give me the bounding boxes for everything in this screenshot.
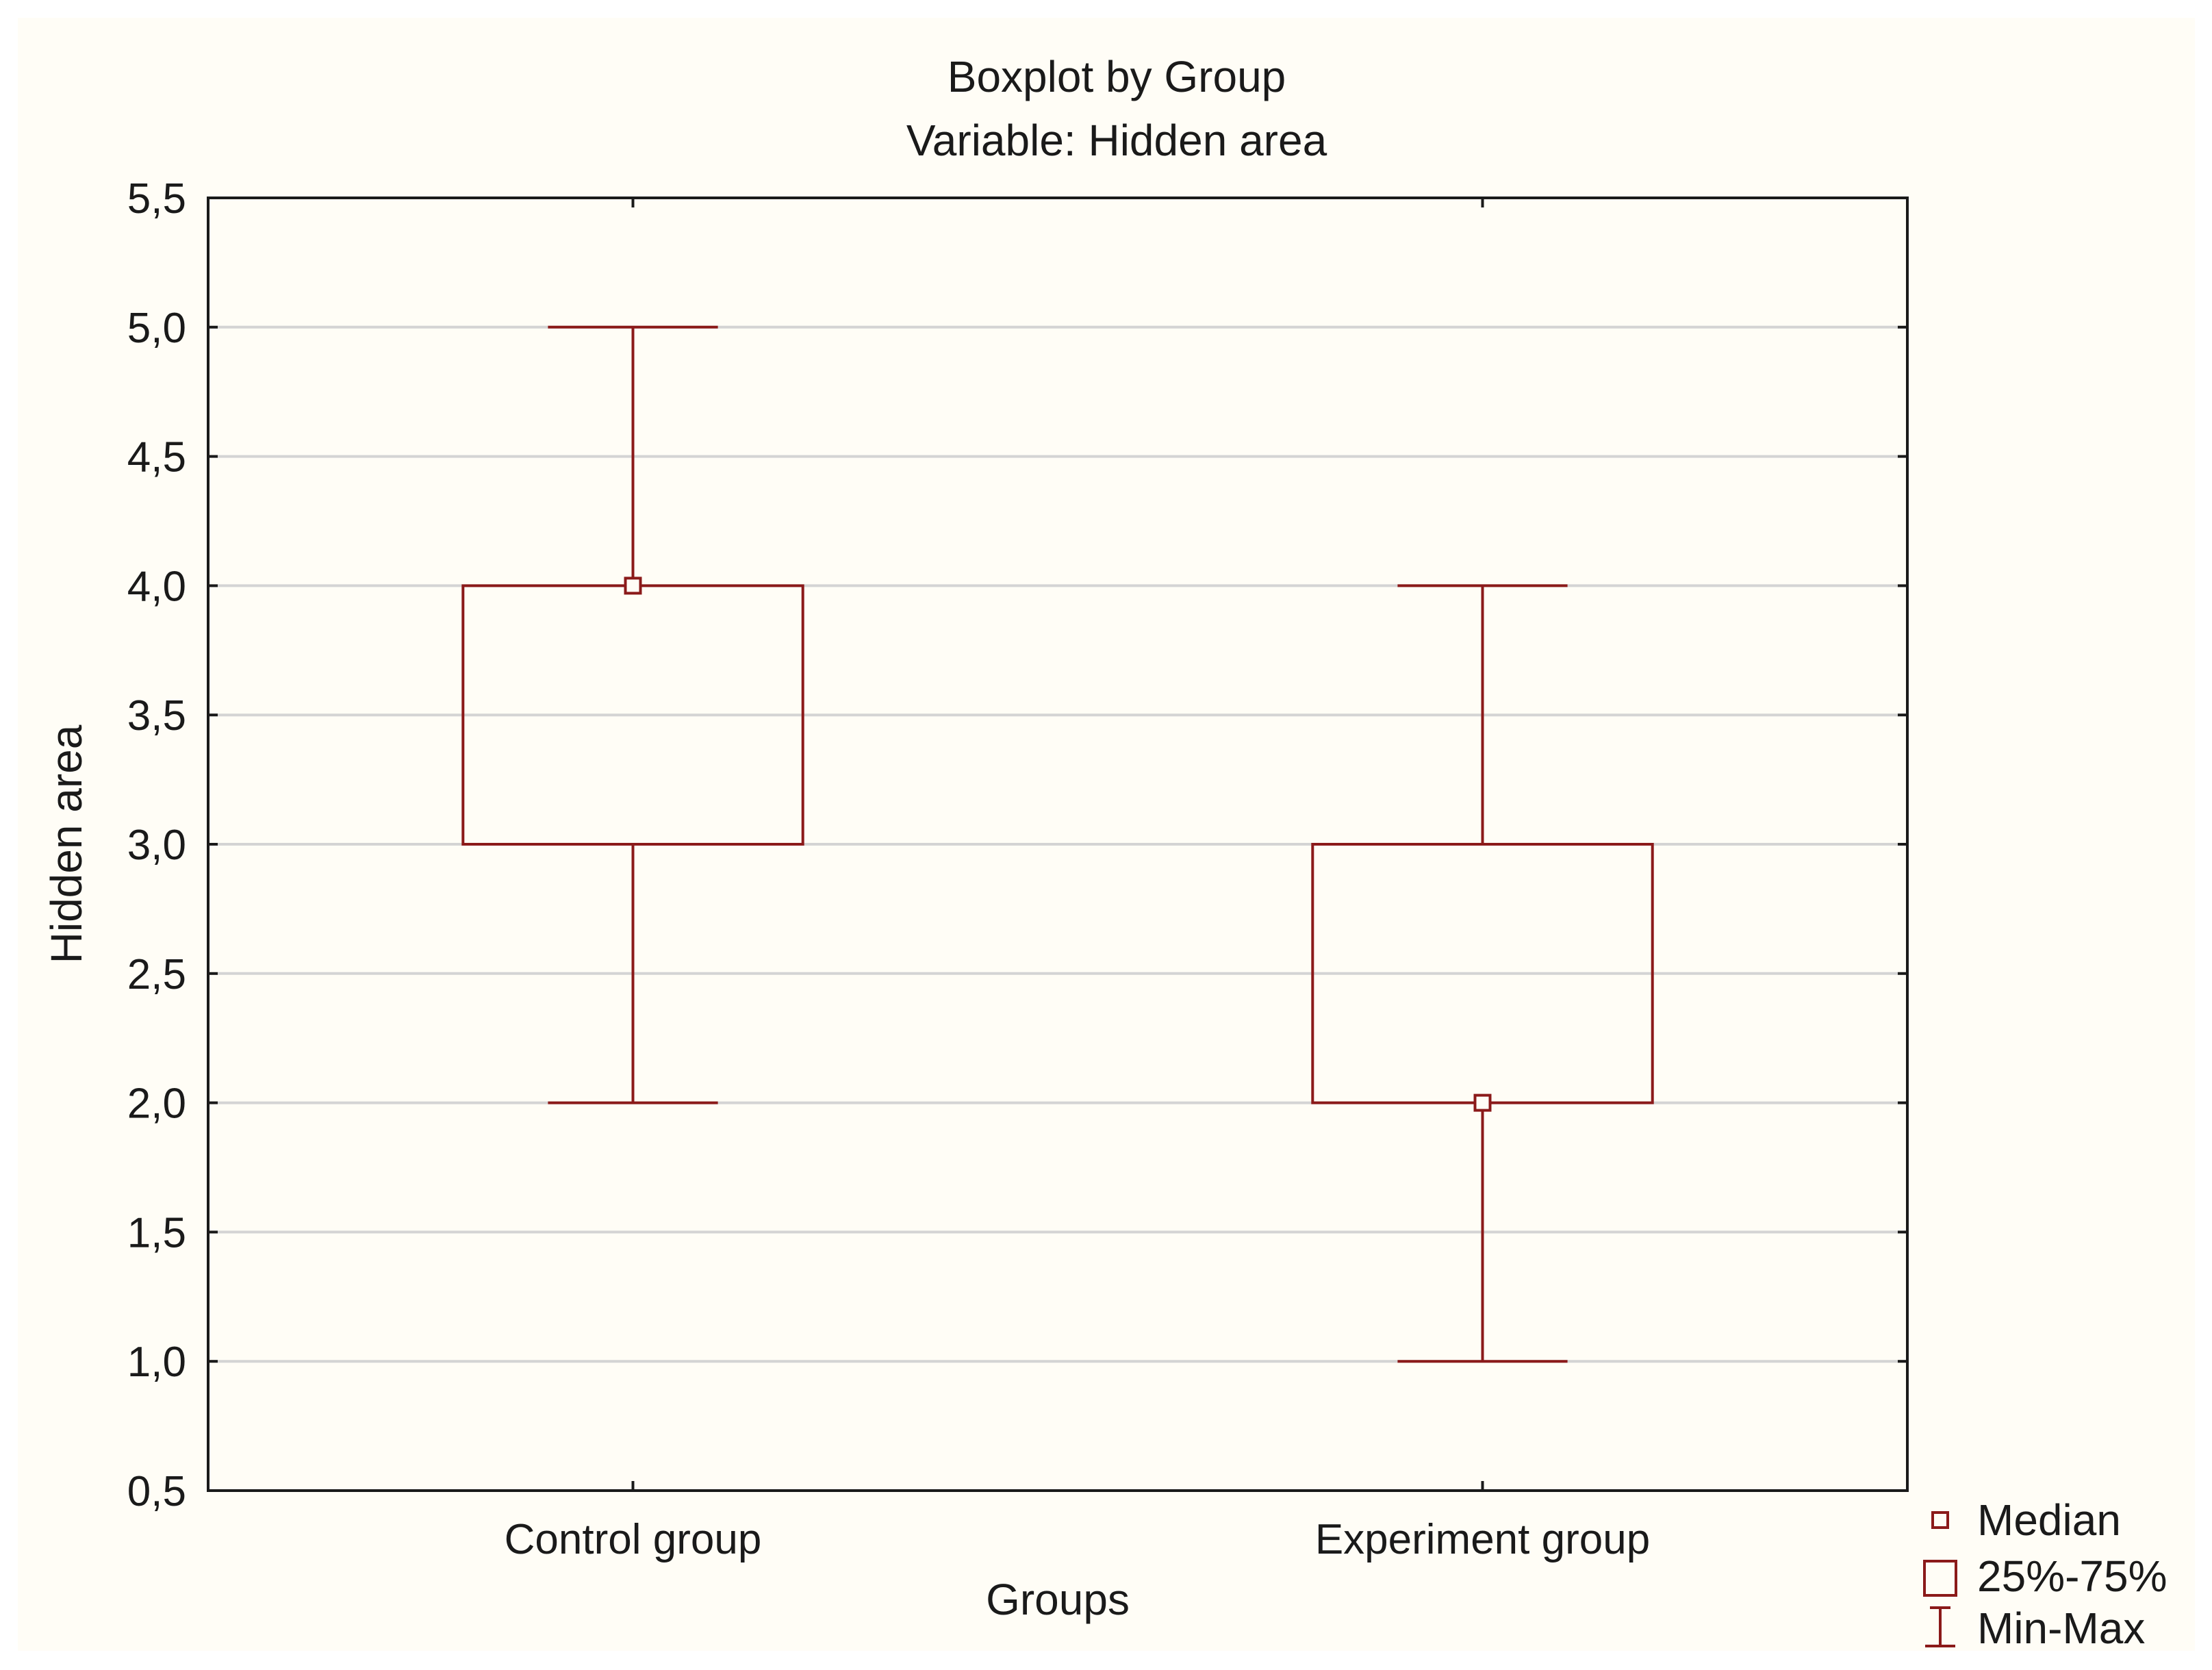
y-axis: 0,5 1,0 1,5 2,0 2,5 3,0 3,5 4,0 4,5 5,0 5,5 xyxy=(127,175,1907,1515)
legend-label: Median xyxy=(1977,1495,2121,1545)
legend-item-box: 25%-75% xyxy=(1923,1552,2167,1601)
legend-item-whisker: Min-Max xyxy=(1925,1604,2145,1653)
y-tick-label: 1,0 xyxy=(127,1339,186,1386)
y-tick-label: 5,0 xyxy=(127,305,186,352)
boxplot-chart: Boxplot by Group Variable: Hidden area 0… xyxy=(42,52,2167,1653)
box-series xyxy=(461,325,1654,1363)
legend-label: 25%-75% xyxy=(1977,1552,2167,1601)
y-tick-label: 2,0 xyxy=(127,1080,186,1128)
box-icon xyxy=(1923,1560,1957,1597)
legend-item-median: Median xyxy=(1931,1495,2121,1545)
boxplot-control-group xyxy=(461,325,804,1104)
chart-canvas: Boxplot by Group Variable: Hidden area 0… xyxy=(18,18,2195,1653)
y-tick-label: 2,5 xyxy=(127,951,186,998)
chart-subtitle: Variable: Hidden area xyxy=(906,116,1327,165)
y-tick-label: 1,5 xyxy=(127,1209,186,1256)
median-marker xyxy=(1473,1093,1492,1112)
x-tick-label: Control group xyxy=(505,1516,762,1563)
y-axis-title: Hidden area xyxy=(42,724,91,963)
y-tick-label: 5,5 xyxy=(127,175,186,223)
x-axis: Control group Experiment group xyxy=(505,198,1650,1563)
median-marker-icon xyxy=(1931,1511,1949,1529)
median-marker xyxy=(624,577,642,595)
y-tick-label: 0,5 xyxy=(127,1468,186,1515)
legend-label: Min-Max xyxy=(1977,1604,2145,1651)
boxplot-experiment-group xyxy=(1311,584,1654,1363)
x-axis-title: Groups xyxy=(986,1575,1130,1624)
x-tick-label: Experiment group xyxy=(1315,1516,1650,1563)
legend: Median 25%-75% Min-Max xyxy=(1923,1495,2167,1653)
y-tick-label: 3,5 xyxy=(127,692,186,739)
chart-title: Boxplot by Group xyxy=(948,52,1286,101)
y-tick-label: 4,0 xyxy=(127,563,186,610)
y-tick-label: 3,0 xyxy=(127,822,186,869)
whisker-icon xyxy=(1925,1606,1955,1647)
y-tick-label: 4,5 xyxy=(127,434,186,481)
